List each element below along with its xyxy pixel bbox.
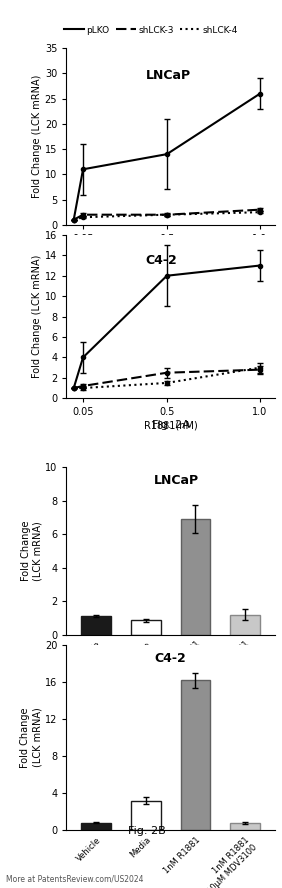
Legend: pLKO, shLCK-3, shLCK-4: pLKO, shLCK-3, shLCK-4 [60, 22, 242, 38]
Text: Fig. 2A: Fig. 2A [152, 421, 190, 431]
Y-axis label: Fold Change (LCK mRNA): Fold Change (LCK mRNA) [32, 255, 42, 378]
Bar [230, 614, 260, 635]
Text: C4-2: C4-2 [154, 653, 186, 665]
Bar [180, 680, 210, 830]
Bar [180, 519, 210, 635]
Text: LNCaP: LNCaP [154, 473, 199, 487]
Bar [230, 823, 260, 830]
Text: More at PatentsReview.com/US2024: More at PatentsReview.com/US2024 [6, 875, 143, 884]
Bar [131, 801, 161, 830]
Bar [81, 823, 111, 830]
X-axis label: R1881(nM): R1881(nM) [144, 420, 197, 430]
Bar [81, 616, 111, 635]
Text: Fig. 2B: Fig. 2B [128, 827, 166, 836]
Y-axis label: Fold Change
(LCK mRNA): Fold Change (LCK mRNA) [21, 520, 42, 581]
Text: C4-2: C4-2 [146, 255, 177, 267]
Bar [131, 621, 161, 635]
Y-axis label: Fold Change
(LCK mRNA): Fold Change (LCK mRNA) [21, 708, 42, 768]
Y-axis label: Fold Change (LCK mRNA): Fold Change (LCK mRNA) [32, 75, 42, 198]
Text: LNCaP: LNCaP [146, 69, 191, 83]
